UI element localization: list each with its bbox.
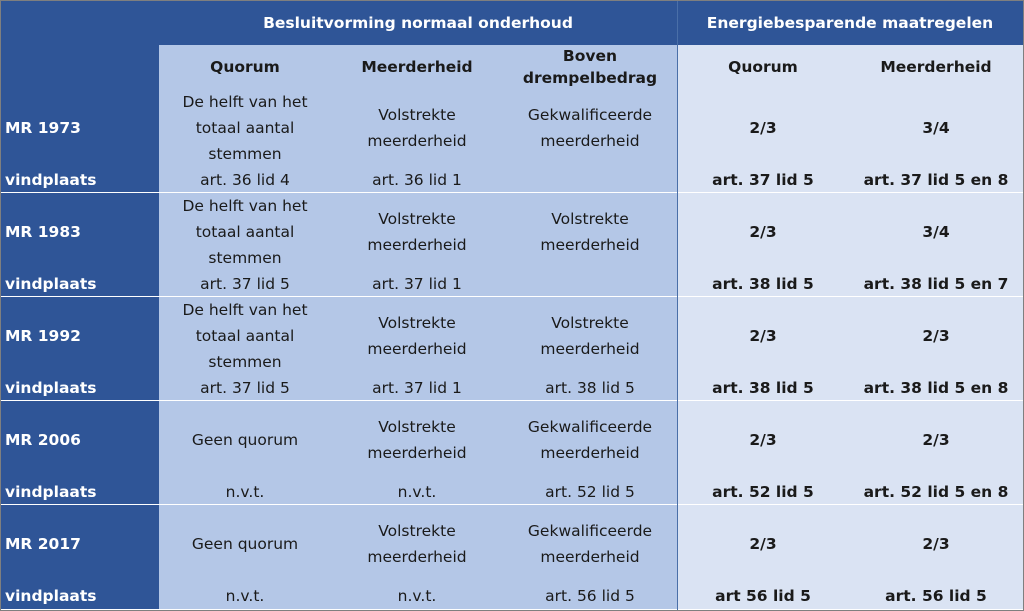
quorum-source: art. 36 lid 4 <box>159 167 331 193</box>
energy-majority-value: 2/3 <box>849 505 1023 583</box>
energy-quorum-value: 2/3 <box>677 89 849 167</box>
energy-quorum-source: art. 37 lid 5 <box>677 167 849 193</box>
row-source-label: vindplaats <box>1 583 159 609</box>
energy-majority-source: art. 38 lid 5 en 8 <box>849 375 1023 401</box>
majority-source: art. 36 lid 1 <box>331 167 503 193</box>
threshold-value: Gekwalificeerde meerderheid <box>503 401 677 479</box>
energy-majority-source: art. 38 lid 5 en 7 <box>849 271 1023 297</box>
quorum-value: De helft van het totaal aantal stemmen <box>159 297 331 375</box>
table-row-1: MR 1973 vindplaats De helft van het tota… <box>1 89 1023 193</box>
energy-majority-value: 3/4 <box>849 89 1023 167</box>
threshold-source: art. 56 lid 5 <box>503 583 677 609</box>
row-source-label: vindplaats <box>1 271 159 297</box>
col-header-quorum: Quorum <box>159 45 331 89</box>
quorum-source: art. 37 lid 5 <box>159 375 331 401</box>
col-header-energy-majority: Meerderheid <box>849 45 1023 89</box>
threshold-source <box>503 167 677 193</box>
quorum-source: art. 37 lid 5 <box>159 271 331 297</box>
threshold-source: art. 38 lid 5 <box>503 375 677 401</box>
group-separator <box>677 1 678 610</box>
majority-value: Volstrekte meerderheid <box>331 401 503 479</box>
energy-majority-value: 2/3 <box>849 297 1023 375</box>
row-separator <box>1 504 1023 505</box>
energy-quorum-source: art 56 lid 5 <box>677 583 849 609</box>
majority-value: Volstrekte meerderheid <box>331 193 503 271</box>
majority-source: art. 37 lid 1 <box>331 375 503 401</box>
quorum-value: De helft van het totaal aantal stemmen <box>159 193 331 271</box>
quorum-value: Geen quorum <box>159 401 331 479</box>
col-header-threshold: Boven drempelbedrag <box>503 45 677 89</box>
row-label: MR 2017 <box>1 505 159 583</box>
threshold-value: Gekwalificeerde meerderheid <box>503 505 677 583</box>
threshold-source: art. 52 lid 5 <box>503 479 677 505</box>
majority-value: Volstrekte meerderheid <box>331 89 503 167</box>
energy-majority-value: 3/4 <box>849 193 1023 271</box>
energy-quorum-source: art. 38 lid 5 <box>677 271 849 297</box>
energy-majority-source: art. 37 lid 5 en 8 <box>849 167 1023 193</box>
table-row-5: MR 2017 vindplaats Geen quorum n.v.t. Vo… <box>1 505 1023 609</box>
energy-quorum-value: 2/3 <box>677 193 849 271</box>
row-source-label: vindplaats <box>1 167 159 193</box>
table-row-2: MR 1983 vindplaats De helft van het tota… <box>1 193 1023 297</box>
table-row-3: MR 1992 vindplaats De helft van het tota… <box>1 297 1023 401</box>
energy-quorum-value: 2/3 <box>677 297 849 375</box>
energy-quorum-source: art. 38 lid 5 <box>677 375 849 401</box>
quorum-value: De helft van het totaal aantal stemmen <box>159 89 331 167</box>
quorum-source: n.v.t. <box>159 479 331 505</box>
majority-value: Volstrekte meerderheid <box>331 297 503 375</box>
majority-source: art. 37 lid 1 <box>331 271 503 297</box>
quorum-value: Geen quorum <box>159 505 331 583</box>
row-separator <box>1 296 1023 297</box>
corner-header <box>1 1 159 45</box>
energy-majority-value: 2/3 <box>849 401 1023 479</box>
row-separator <box>1 192 1023 193</box>
quorum-source: n.v.t. <box>159 583 331 609</box>
row-label: MR 1983 <box>1 193 159 271</box>
row-label: MR 1973 <box>1 89 159 167</box>
group-header-normal: Besluitvorming normaal onderhoud <box>159 1 677 45</box>
row-source-label: vindplaats <box>1 375 159 401</box>
energy-quorum-value: 2/3 <box>677 505 849 583</box>
row-label: MR 1992 <box>1 297 159 375</box>
threshold-value: Volstrekte meerderheid <box>503 297 677 375</box>
threshold-source <box>503 271 677 297</box>
energy-majority-source: art. 52 lid 5 en 8 <box>849 479 1023 505</box>
majority-source: n.v.t. <box>331 583 503 609</box>
corner-header-sub <box>1 45 159 89</box>
majority-source: n.v.t. <box>331 479 503 505</box>
col-header-majority: Meerderheid <box>331 45 503 89</box>
row-label: MR 2006 <box>1 401 159 479</box>
threshold-value: Volstrekte meerderheid <box>503 193 677 271</box>
col-header-energy-quorum: Quorum <box>677 45 849 89</box>
row-separator <box>1 400 1023 401</box>
threshold-value: Gekwalificeerde meerderheid <box>503 89 677 167</box>
energy-majority-source: art. 56 lid 5 <box>849 583 1023 609</box>
majority-value: Volstrekte meerderheid <box>331 505 503 583</box>
group-header-energy: Energiebesparende maatregelen <box>677 1 1023 45</box>
row-source-label: vindplaats <box>1 479 159 505</box>
energy-quorum-source: art. 52 lid 5 <box>677 479 849 505</box>
table-row-4: MR 2006 vindplaats Geen quorum n.v.t. Vo… <box>1 401 1023 505</box>
energy-quorum-value: 2/3 <box>677 401 849 479</box>
